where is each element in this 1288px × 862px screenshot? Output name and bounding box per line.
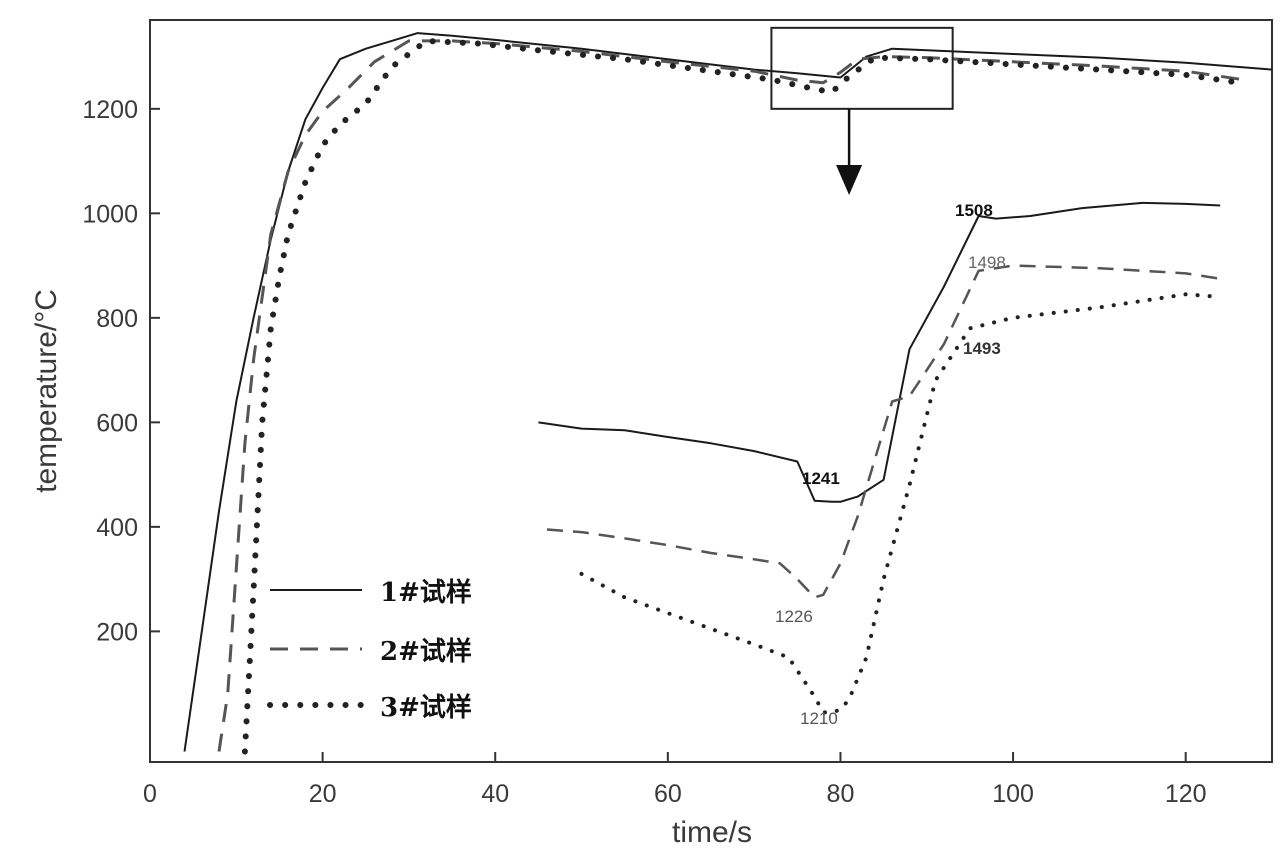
series-line-1 <box>183 32 1273 752</box>
legend-label-2: 2#试样 <box>380 636 472 667</box>
y-axis-title: temperature/°C <box>30 289 63 493</box>
annotation-1493: 1493 <box>963 339 1001 358</box>
y-tick-label: 600 <box>96 409 138 437</box>
x-tick-label: 60 <box>654 780 682 808</box>
x-tick-label: 120 <box>1165 780 1207 808</box>
legend-label-1: 1#试样 <box>380 577 472 608</box>
annotation-1241: 1241 <box>802 469 840 488</box>
legend-label-3: 3#试样 <box>380 692 472 723</box>
annotation-1508: 1508 <box>955 201 993 220</box>
x-tick-label: 40 <box>481 780 509 808</box>
x-tick-label: 100 <box>992 780 1034 808</box>
series-line-3 <box>241 37 1250 755</box>
y-tick-label: 1200 <box>82 96 138 124</box>
series-line-2 <box>217 39 1247 752</box>
inset-line-3 <box>579 292 1223 715</box>
annotation-1498: 1498 <box>968 253 1006 272</box>
zoom-arrow-head <box>836 165 863 196</box>
annotation-1210: 1210 <box>800 709 838 728</box>
y-tick-label: 1000 <box>82 200 138 228</box>
plot-frame <box>149 19 1273 763</box>
zoom-box <box>770 26 954 110</box>
inset-line-2 <box>546 264 1221 599</box>
y-tick-label: 200 <box>96 618 138 646</box>
y-tick-label: 400 <box>96 514 138 542</box>
x-tick-label: 80 <box>827 780 855 808</box>
annotation-1226: 1226 <box>775 607 813 626</box>
x-tick-label: 0 <box>143 780 157 808</box>
inset-line-1 <box>538 201 1221 503</box>
x-tick-label: 20 <box>309 780 337 808</box>
x-axis-title: time/s <box>672 816 752 849</box>
y-tick-label: 800 <box>96 305 138 333</box>
